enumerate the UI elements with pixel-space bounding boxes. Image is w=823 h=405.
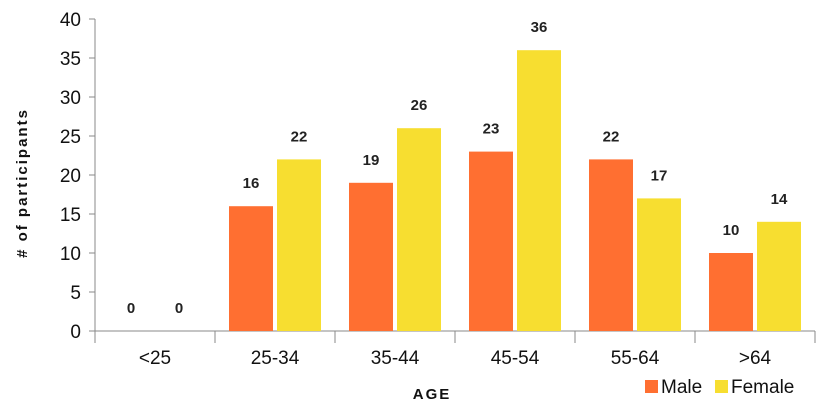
y-tick-label: 30 <box>60 88 81 109</box>
data-label: 22 <box>603 128 620 145</box>
x-category-label: 55-64 <box>611 348 660 369</box>
data-label: 14 <box>771 191 788 208</box>
bar-male <box>709 253 753 331</box>
x-category-label: 35-44 <box>371 348 420 369</box>
data-label: 26 <box>411 97 428 114</box>
y-tick-label: 5 <box>70 283 81 304</box>
bar-male <box>229 206 273 331</box>
legend-swatch-female <box>715 380 728 393</box>
legend: Male Female <box>645 377 794 398</box>
bar-female <box>277 159 321 331</box>
y-tick-label: 0 <box>70 322 81 343</box>
x-axis-title: AGE <box>413 386 452 403</box>
y-tick-label: 25 <box>60 127 81 148</box>
x-axis: <25 25-34 35-44 45-54 55-64 >64 <box>94 330 816 369</box>
data-label: 19 <box>363 152 380 169</box>
legend-label-female: Female <box>731 377 794 398</box>
x-category-label: 45-54 <box>491 348 540 369</box>
y-tick-label: 20 <box>60 166 81 187</box>
legend-label-male: Male <box>661 377 702 398</box>
bar-female <box>397 128 441 331</box>
data-labels-group: 0 0 16 22 19 26 23 36 22 17 10 14 <box>127 19 788 317</box>
data-label: 36 <box>531 19 548 36</box>
bars-group <box>229 50 801 331</box>
legend-swatch-male <box>645 380 658 393</box>
bar-female <box>517 50 561 331</box>
y-axis-title: # of participants <box>14 108 31 258</box>
data-label: 0 <box>175 300 183 317</box>
y-tick-label: 10 <box>60 244 81 265</box>
bar-female <box>637 198 681 331</box>
y-tick-label: 15 <box>60 205 81 226</box>
data-label: 0 <box>127 300 135 317</box>
data-label: 22 <box>291 128 308 145</box>
bar-male <box>469 151 513 331</box>
y-axis: 0 5 10 15 20 25 30 35 40 <box>60 10 96 343</box>
y-tick-label: 35 <box>60 49 81 70</box>
y-tick-label: 40 <box>60 10 81 31</box>
data-label: 23 <box>483 121 500 138</box>
x-category-label: >64 <box>739 348 772 369</box>
bar-male <box>349 182 393 331</box>
data-label: 16 <box>243 175 260 192</box>
x-category-label: <25 <box>139 348 171 369</box>
x-category-label: 25-34 <box>251 348 300 369</box>
bar-male <box>589 159 633 331</box>
bar-female <box>757 221 801 331</box>
data-label: 17 <box>651 167 668 184</box>
data-label: 10 <box>723 222 740 239</box>
